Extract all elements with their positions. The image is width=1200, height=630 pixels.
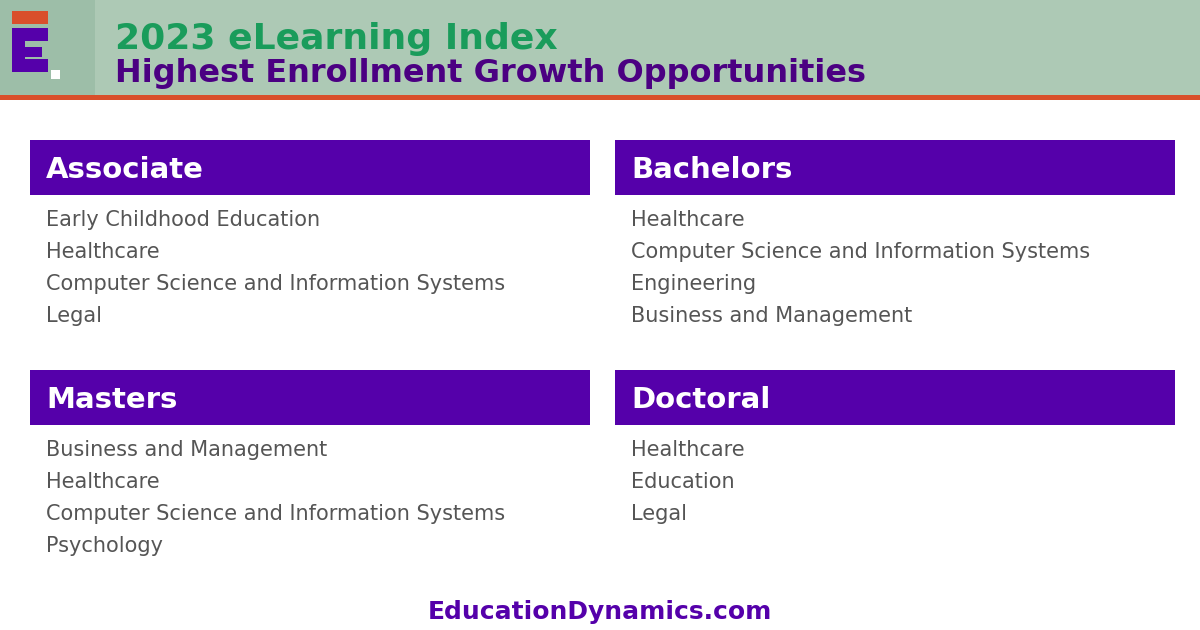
Text: Healthcare: Healthcare (631, 210, 745, 230)
Text: Engineering: Engineering (631, 274, 756, 294)
Text: Doctoral: Doctoral (631, 386, 770, 413)
Bar (50, 70, 60, 79)
Text: Legal: Legal (631, 504, 686, 524)
Bar (12, 28, 25, 72)
Text: Highest Enrollment Growth Opportunities: Highest Enrollment Growth Opportunities (115, 58, 866, 89)
Text: Bachelors: Bachelors (631, 156, 792, 183)
Text: Healthcare: Healthcare (46, 242, 160, 262)
Bar (0, 95, 1200, 100)
Text: Computer Science and Information Systems: Computer Science and Information Systems (631, 242, 1090, 262)
Text: Psychology: Psychology (46, 536, 163, 556)
Text: Computer Science and Information Systems: Computer Science and Information Systems (46, 504, 505, 524)
Text: Early Childhood Education: Early Childhood Education (46, 210, 320, 230)
Text: EducationDynamics.com: EducationDynamics.com (428, 600, 772, 624)
Bar (25, 47, 42, 57)
Bar (0, 0, 95, 95)
Bar (616, 140, 1175, 195)
Bar (616, 370, 1175, 425)
Text: Business and Management: Business and Management (631, 306, 912, 326)
Text: Masters: Masters (46, 386, 178, 413)
Text: Healthcare: Healthcare (46, 472, 160, 492)
Bar (30, 140, 590, 195)
Text: Associate: Associate (46, 156, 204, 183)
Text: Education: Education (631, 472, 734, 492)
Bar (12, 11, 48, 24)
Bar (25, 59, 48, 72)
Text: 2023 eLearning Index: 2023 eLearning Index (115, 22, 558, 56)
Text: Business and Management: Business and Management (46, 440, 328, 460)
Bar (25, 28, 48, 41)
Text: Computer Science and Information Systems: Computer Science and Information Systems (46, 274, 505, 294)
Bar (30, 370, 590, 425)
Text: Healthcare: Healthcare (631, 440, 745, 460)
Bar (0, 0, 1200, 95)
Text: Legal: Legal (46, 306, 102, 326)
